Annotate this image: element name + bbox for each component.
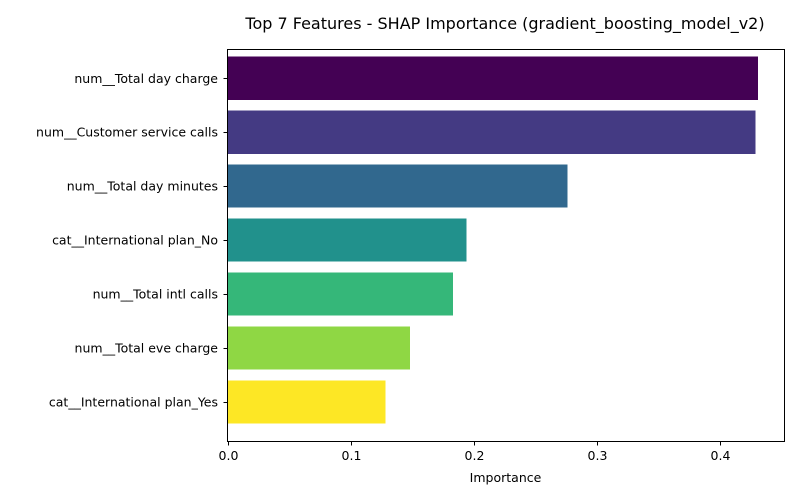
- x-axis-label: Importance: [470, 470, 542, 485]
- category-labels: num__Total day charge num__Customer servi…: [36, 71, 228, 409]
- x-tick-label-1: 0.0: [219, 448, 239, 463]
- category-label-2: num__Customer service calls: [36, 125, 218, 140]
- category-label-7: cat__International plan_Yes: [49, 394, 218, 409]
- category-label-3: num__Total day minutes: [67, 179, 218, 194]
- category-label-1: num__Total day charge: [74, 71, 218, 86]
- x-axis-ticks: 0.0 0.1 0.2 0.3 0.4: [219, 441, 731, 463]
- category-label-6: num__Total eve charge: [75, 340, 219, 355]
- bar-4: [228, 218, 467, 262]
- bar-3: [228, 164, 568, 208]
- chart-title: Top 7 Features - SHAP Importance (gradie…: [244, 14, 764, 34]
- plot-frame: [227, 49, 785, 442]
- bars-group: [228, 56, 759, 424]
- category-label-4: cat__International plan_No: [52, 233, 218, 248]
- bar-7: [228, 380, 386, 424]
- bar-6: [228, 326, 411, 370]
- bar-5: [228, 272, 454, 316]
- category-label-5: num__Total intl calls: [93, 287, 218, 302]
- x-tick-label-3: 0.2: [465, 448, 485, 463]
- x-tick-label-4: 0.3: [588, 448, 608, 463]
- x-tick-label-2: 0.1: [342, 448, 362, 463]
- bar-2: [228, 110, 756, 154]
- x-tick-label-5: 0.4: [711, 448, 731, 463]
- bar-1: [228, 56, 759, 100]
